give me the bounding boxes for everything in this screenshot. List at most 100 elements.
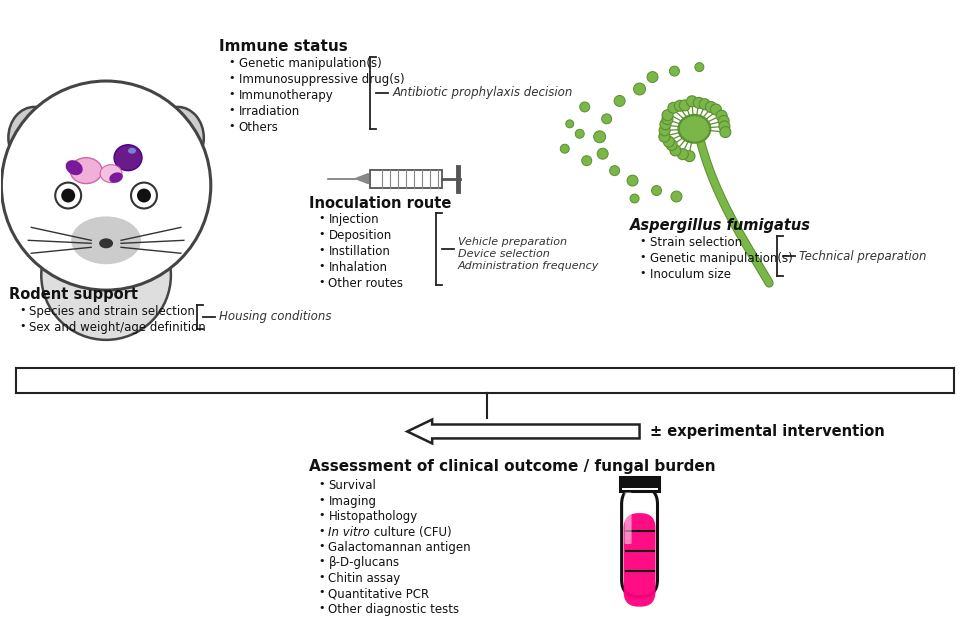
Circle shape bbox=[699, 99, 709, 110]
Text: •: • bbox=[229, 73, 235, 83]
Text: Immunotherapy: Immunotherapy bbox=[238, 89, 333, 102]
Text: Inoculation route: Inoculation route bbox=[308, 196, 451, 211]
Text: Survival: Survival bbox=[328, 479, 376, 492]
Ellipse shape bbox=[152, 107, 203, 169]
FancyBboxPatch shape bbox=[624, 492, 631, 544]
Circle shape bbox=[686, 96, 697, 107]
Circle shape bbox=[693, 98, 703, 108]
Text: •: • bbox=[318, 479, 325, 489]
Circle shape bbox=[560, 144, 569, 153]
Circle shape bbox=[651, 186, 661, 196]
Circle shape bbox=[676, 149, 688, 159]
Text: Species and strain selection: Species and strain selection bbox=[29, 305, 195, 318]
Circle shape bbox=[659, 125, 670, 136]
Circle shape bbox=[626, 175, 638, 186]
Ellipse shape bbox=[128, 148, 136, 154]
Circle shape bbox=[609, 166, 619, 176]
Text: •: • bbox=[229, 121, 235, 131]
Text: Other routes: Other routes bbox=[328, 277, 403, 290]
Text: •: • bbox=[318, 245, 325, 255]
Text: •: • bbox=[318, 494, 325, 504]
Text: Strain selection: Strain selection bbox=[649, 236, 741, 249]
Text: Quantitative PCR: Quantitative PCR bbox=[328, 588, 429, 600]
Text: culture (CFU): culture (CFU) bbox=[370, 526, 452, 539]
Text: •: • bbox=[229, 105, 235, 115]
FancyBboxPatch shape bbox=[621, 488, 657, 597]
FancyArrow shape bbox=[407, 419, 639, 443]
Circle shape bbox=[1, 81, 210, 290]
Circle shape bbox=[601, 114, 611, 124]
Text: Administration frequency: Administration frequency bbox=[457, 261, 599, 271]
Circle shape bbox=[719, 127, 730, 138]
Ellipse shape bbox=[66, 160, 82, 175]
Circle shape bbox=[630, 194, 639, 203]
Circle shape bbox=[715, 110, 727, 121]
Text: •: • bbox=[318, 572, 325, 582]
Text: •: • bbox=[318, 229, 325, 239]
Text: •: • bbox=[318, 588, 325, 598]
Text: •: • bbox=[229, 89, 235, 99]
Text: Chitin assay: Chitin assay bbox=[328, 572, 400, 585]
Ellipse shape bbox=[161, 117, 195, 159]
Polygon shape bbox=[355, 174, 368, 184]
Text: •: • bbox=[318, 602, 325, 612]
Text: Housing conditions: Housing conditions bbox=[219, 311, 331, 324]
Text: In vitro: In vitro bbox=[328, 526, 370, 539]
Circle shape bbox=[704, 101, 716, 112]
Ellipse shape bbox=[42, 211, 171, 340]
Text: Others: Others bbox=[238, 121, 278, 134]
Text: Technical preparation: Technical preparation bbox=[798, 250, 925, 262]
Text: Other diagnostic tests: Other diagnostic tests bbox=[328, 602, 459, 616]
Text: β-D-glucans: β-D-glucans bbox=[328, 556, 399, 569]
Bar bbox=[619, 478, 659, 491]
Ellipse shape bbox=[70, 158, 102, 184]
Circle shape bbox=[613, 96, 624, 106]
Ellipse shape bbox=[677, 115, 709, 142]
Circle shape bbox=[678, 100, 690, 111]
FancyBboxPatch shape bbox=[623, 513, 655, 607]
Circle shape bbox=[597, 148, 608, 159]
Ellipse shape bbox=[71, 216, 141, 264]
Text: •: • bbox=[19, 305, 26, 315]
Circle shape bbox=[646, 72, 657, 82]
Text: Galactomannan antigen: Galactomannan antigen bbox=[328, 541, 471, 554]
Ellipse shape bbox=[114, 145, 141, 171]
Circle shape bbox=[137, 189, 151, 202]
Text: Genetic manipulation(s): Genetic manipulation(s) bbox=[649, 253, 792, 265]
Text: Aspergillus fumigatus: Aspergillus fumigatus bbox=[629, 218, 810, 233]
Circle shape bbox=[658, 131, 670, 142]
Circle shape bbox=[663, 136, 673, 147]
Circle shape bbox=[593, 131, 605, 142]
Circle shape bbox=[581, 156, 591, 166]
Ellipse shape bbox=[17, 117, 51, 159]
Text: Inhalation: Inhalation bbox=[328, 261, 387, 274]
Circle shape bbox=[662, 110, 672, 121]
Text: •: • bbox=[639, 253, 645, 262]
Circle shape bbox=[659, 119, 671, 130]
Circle shape bbox=[718, 121, 729, 132]
Text: Genetic manipulation(s): Genetic manipulation(s) bbox=[238, 57, 381, 70]
Text: Inoculum size: Inoculum size bbox=[649, 268, 730, 281]
Text: Rodent support: Rodent support bbox=[10, 287, 139, 302]
Ellipse shape bbox=[9, 107, 60, 169]
Circle shape bbox=[717, 116, 729, 126]
Circle shape bbox=[669, 66, 678, 76]
Circle shape bbox=[709, 104, 721, 115]
Text: Device selection: Device selection bbox=[457, 249, 549, 259]
Circle shape bbox=[670, 145, 680, 156]
Circle shape bbox=[55, 182, 81, 209]
Text: Histopathology: Histopathology bbox=[328, 510, 418, 523]
Circle shape bbox=[666, 139, 676, 151]
Text: •: • bbox=[318, 261, 325, 271]
Text: Sex and weight/age definition: Sex and weight/age definition bbox=[29, 321, 205, 334]
Ellipse shape bbox=[99, 238, 113, 248]
Text: •: • bbox=[19, 321, 26, 331]
Text: •: • bbox=[318, 510, 325, 520]
Text: •: • bbox=[318, 277, 325, 287]
FancyBboxPatch shape bbox=[370, 169, 442, 187]
Text: •: • bbox=[639, 236, 645, 246]
Text: •: • bbox=[229, 57, 235, 67]
Text: ± experimental intervention: ± experimental intervention bbox=[649, 424, 884, 439]
Text: Injection: Injection bbox=[328, 214, 379, 226]
Circle shape bbox=[683, 151, 694, 162]
